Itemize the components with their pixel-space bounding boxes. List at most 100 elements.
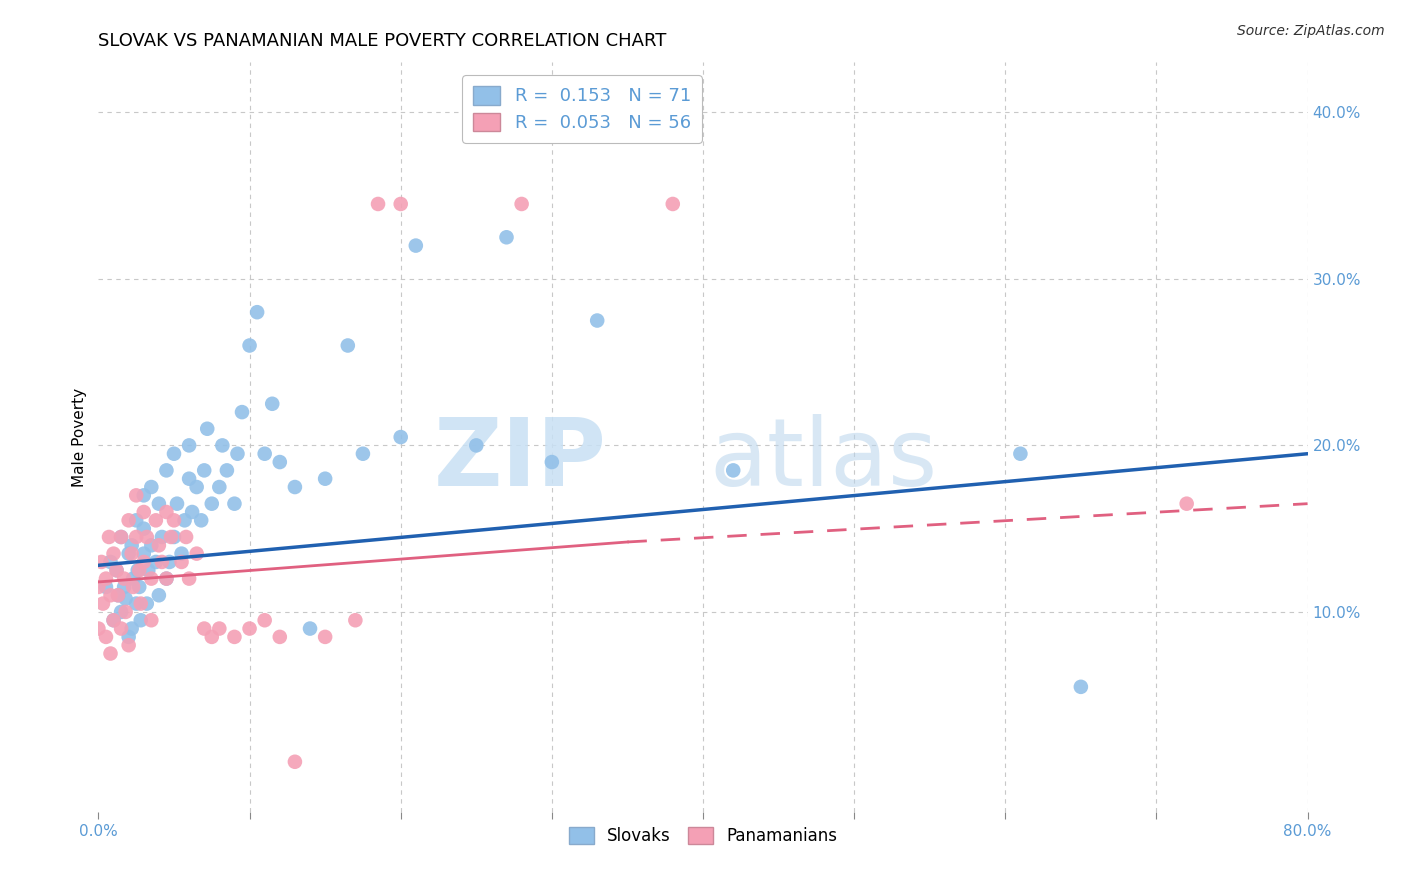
Point [107,588,129,602]
Point [125,597,148,611]
Point [121,538,143,552]
Point [105,563,128,577]
Point [314,472,336,486]
Point [103,613,125,627]
Point [94,580,117,594]
Point [723,463,745,477]
Point [110,605,132,619]
Point [135,530,157,544]
Point [107,588,129,602]
Point [155,505,177,519]
Point [100,555,122,569]
Point [170,555,193,569]
Point [132,505,155,519]
Point [510,197,533,211]
Point [155,572,177,586]
Point [465,438,488,452]
Point [166,497,188,511]
Point [1070,680,1092,694]
Point [129,613,152,627]
Point [284,480,307,494]
Text: ZIP: ZIP [433,414,606,506]
Point [195,422,218,436]
Point [179,572,201,586]
Point [179,438,201,452]
Point [352,447,374,461]
Point [163,513,186,527]
Point [148,588,170,602]
Point [160,530,183,544]
Point [253,447,276,461]
Point [173,513,195,527]
Point [145,555,167,569]
Point [389,430,412,444]
Point [367,197,389,211]
Point [150,555,173,569]
Point [122,580,145,594]
Y-axis label: Male Poverty: Male Poverty [72,387,87,487]
Point [314,630,336,644]
Point [148,538,170,552]
Point [215,463,238,477]
Point [128,563,150,577]
Point [186,480,208,494]
Point [125,513,148,527]
Point [118,513,141,527]
Point [253,613,276,627]
Point [193,463,215,477]
Point [495,230,517,244]
Point [128,580,150,594]
Point [132,547,155,561]
Point [336,338,359,352]
Point [179,472,201,486]
Point [135,597,157,611]
Point [118,638,141,652]
Point [163,530,186,544]
Point [110,622,132,636]
Point [136,563,159,577]
Point [122,572,145,586]
Point [389,197,412,211]
Point [110,530,132,544]
Text: SLOVAK VS PANAMANIAN MALE POVERTY CORRELATION CHART: SLOVAK VS PANAMANIAN MALE POVERTY CORREL… [98,32,666,50]
Point [1175,497,1198,511]
Point [110,530,132,544]
Point [586,313,609,327]
Point [190,513,212,527]
Point [112,580,135,594]
Point [224,630,246,644]
Point [141,538,163,552]
Point [141,572,163,586]
Point [239,622,262,636]
Point [114,591,136,606]
Point [121,547,143,561]
Point [90,555,112,569]
Point [98,530,121,544]
Point [201,630,224,644]
Point [405,238,427,252]
Point [201,497,224,511]
Point [186,547,208,561]
Point [224,497,246,511]
Point [112,572,135,586]
Point [661,197,683,211]
Text: atlas: atlas [710,414,938,506]
Point [127,563,149,577]
Point [344,613,367,627]
Point [125,488,148,502]
Point [129,597,152,611]
Legend: Slovaks, Panamanians: Slovaks, Panamanians [562,821,844,852]
Point [125,530,148,544]
Point [193,622,215,636]
Point [246,305,269,319]
Point [150,530,173,544]
Point [105,563,128,577]
Point [159,555,181,569]
Point [87,580,110,594]
Point [170,547,193,561]
Point [208,480,231,494]
Point [114,605,136,619]
Point [155,463,177,477]
Point [174,530,197,544]
Point [121,622,143,636]
